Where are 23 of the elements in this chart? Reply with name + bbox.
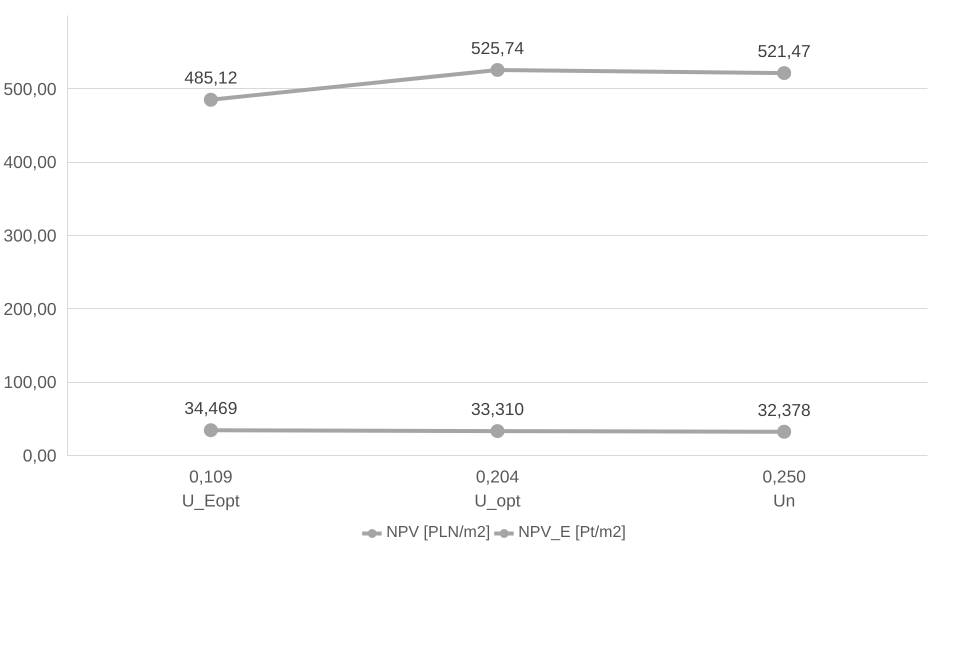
y-tick-label: 300,00	[4, 226, 56, 246]
y-tick-label: 400,00	[4, 152, 56, 172]
y-tick-label: 100,00	[4, 372, 56, 392]
point	[204, 423, 218, 438]
data-label: 33,310	[471, 399, 524, 420]
y-tick-label: 500,00	[4, 78, 56, 99]
data-label: 525,74	[471, 38, 524, 58]
point	[490, 62, 504, 77]
x-tick-label: 0,204 U_opt	[474, 466, 521, 510]
point	[490, 424, 504, 438]
x-tick-label: 0,109 U_Eopt	[182, 466, 240, 510]
data-label: 485,12	[184, 68, 238, 88]
y-tick-label: 0,00	[22, 446, 57, 466]
point	[777, 424, 792, 439]
point	[777, 66, 792, 80]
point	[204, 92, 218, 107]
legend-label: NPV [PLN/m2]	[386, 524, 490, 542]
data-label: 32,378	[758, 400, 811, 420]
y-tick-label: 200,00	[4, 298, 56, 319]
x-tick-label: 0,250 Un	[762, 466, 806, 510]
data-label: 521,47	[758, 41, 811, 62]
data-label: 34,469	[184, 398, 238, 418]
legend-label: NPV_E [Pt/m2]	[518, 524, 626, 542]
